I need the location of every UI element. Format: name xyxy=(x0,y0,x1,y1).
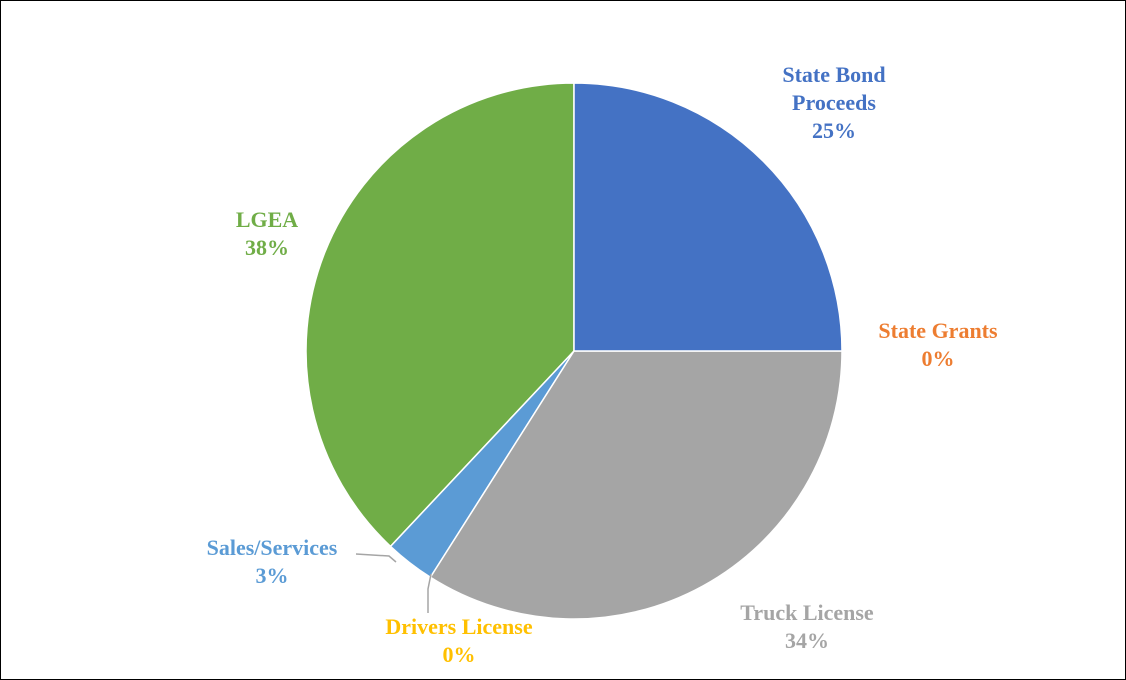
slice-name: Truck License xyxy=(740,600,874,625)
slice-value: 38% xyxy=(245,235,289,260)
slice-name: Sales/Services xyxy=(206,535,338,560)
slice-label: Drivers License 0% xyxy=(359,613,559,669)
slice-name: LGEA xyxy=(235,207,299,232)
slice-label: Truck License 34% xyxy=(707,599,907,655)
pie-slice xyxy=(429,350,843,620)
slice-value: 34% xyxy=(785,628,829,653)
slice-label: State Bond Proceeds 25% xyxy=(759,61,909,145)
slice-value: 0% xyxy=(442,642,476,667)
slice-name: State Bond Proceeds xyxy=(782,62,886,115)
slice-label: Sales/Services 3% xyxy=(182,534,362,590)
slice-value: 3% xyxy=(255,563,289,588)
slice-value: 0% xyxy=(921,346,955,371)
slice-name: State Grants xyxy=(878,318,998,343)
leader-line xyxy=(427,573,432,613)
slice-label: State Grants 0% xyxy=(858,317,1018,373)
pie-slice xyxy=(305,82,575,548)
slice-label: LGEA 38% xyxy=(207,206,327,262)
pie-slice xyxy=(573,82,843,352)
leader-line xyxy=(355,553,397,563)
slice-value: 25% xyxy=(812,118,856,143)
slice-name: Drivers License xyxy=(385,614,533,639)
